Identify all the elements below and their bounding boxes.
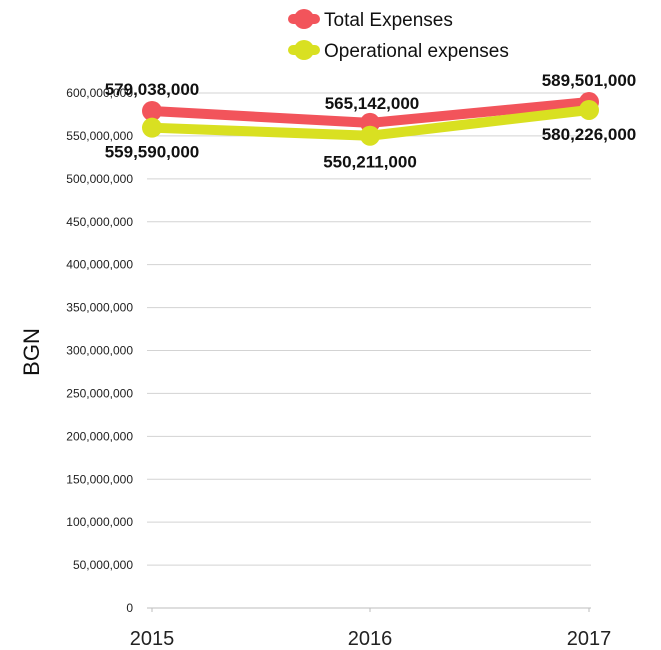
data-label: 559,590,000 [105, 143, 200, 162]
y-tick-label: 250,000,000 [66, 386, 133, 400]
y-tick-label: 400,000,000 [66, 258, 133, 272]
series-point [142, 117, 162, 138]
legend-label: Total Expenses [324, 10, 453, 31]
data-label: 580,226,000 [542, 125, 637, 144]
x-tick-label: 2017 [567, 628, 612, 650]
y-tick-label: 300,000,000 [66, 344, 133, 358]
y-tick-label: 0 [126, 601, 133, 615]
grid-layer [147, 92, 591, 566]
legend-swatch-point [294, 9, 314, 29]
y-tick-label: 100,000,000 [66, 515, 133, 529]
y-tick-label: 550,000,000 [66, 129, 133, 143]
y-tick-label: 450,000,000 [66, 215, 133, 229]
y-tick-label: 50,000,000 [73, 558, 133, 572]
data-label-layer: 579,038,000 565,142,000 589,501,000 559,590… [105, 71, 637, 172]
axis-layer: 0 50,000,000 100,000,000 150,000,000 200,000… [66, 86, 611, 650]
data-label: 565,142,000 [325, 94, 420, 113]
legend: Total Expenses Operational expenses [288, 9, 509, 62]
y-tick-label: 350,000,000 [66, 301, 133, 315]
y-tick-label: 600,000,000 [66, 86, 133, 100]
series-point [142, 100, 162, 121]
series-point [360, 125, 380, 146]
data-label: 579,038,000 [105, 80, 200, 99]
y-tick-label: 500,000,000 [66, 172, 133, 186]
data-label: 589,501,000 [542, 71, 637, 90]
x-tick-label: 2016 [348, 628, 393, 650]
legend-label: Operational expenses [324, 41, 509, 62]
legend-swatch-point [294, 40, 314, 60]
y-tick-label: 150,000,000 [66, 472, 133, 486]
data-label: 550,211,000 [323, 153, 417, 172]
y-axis-label: BGN [19, 328, 44, 376]
y-tick-label: 200,000,000 [66, 429, 133, 443]
series-layer [142, 92, 599, 146]
x-tick-label: 2015 [130, 628, 175, 650]
series-point [579, 99, 599, 120]
